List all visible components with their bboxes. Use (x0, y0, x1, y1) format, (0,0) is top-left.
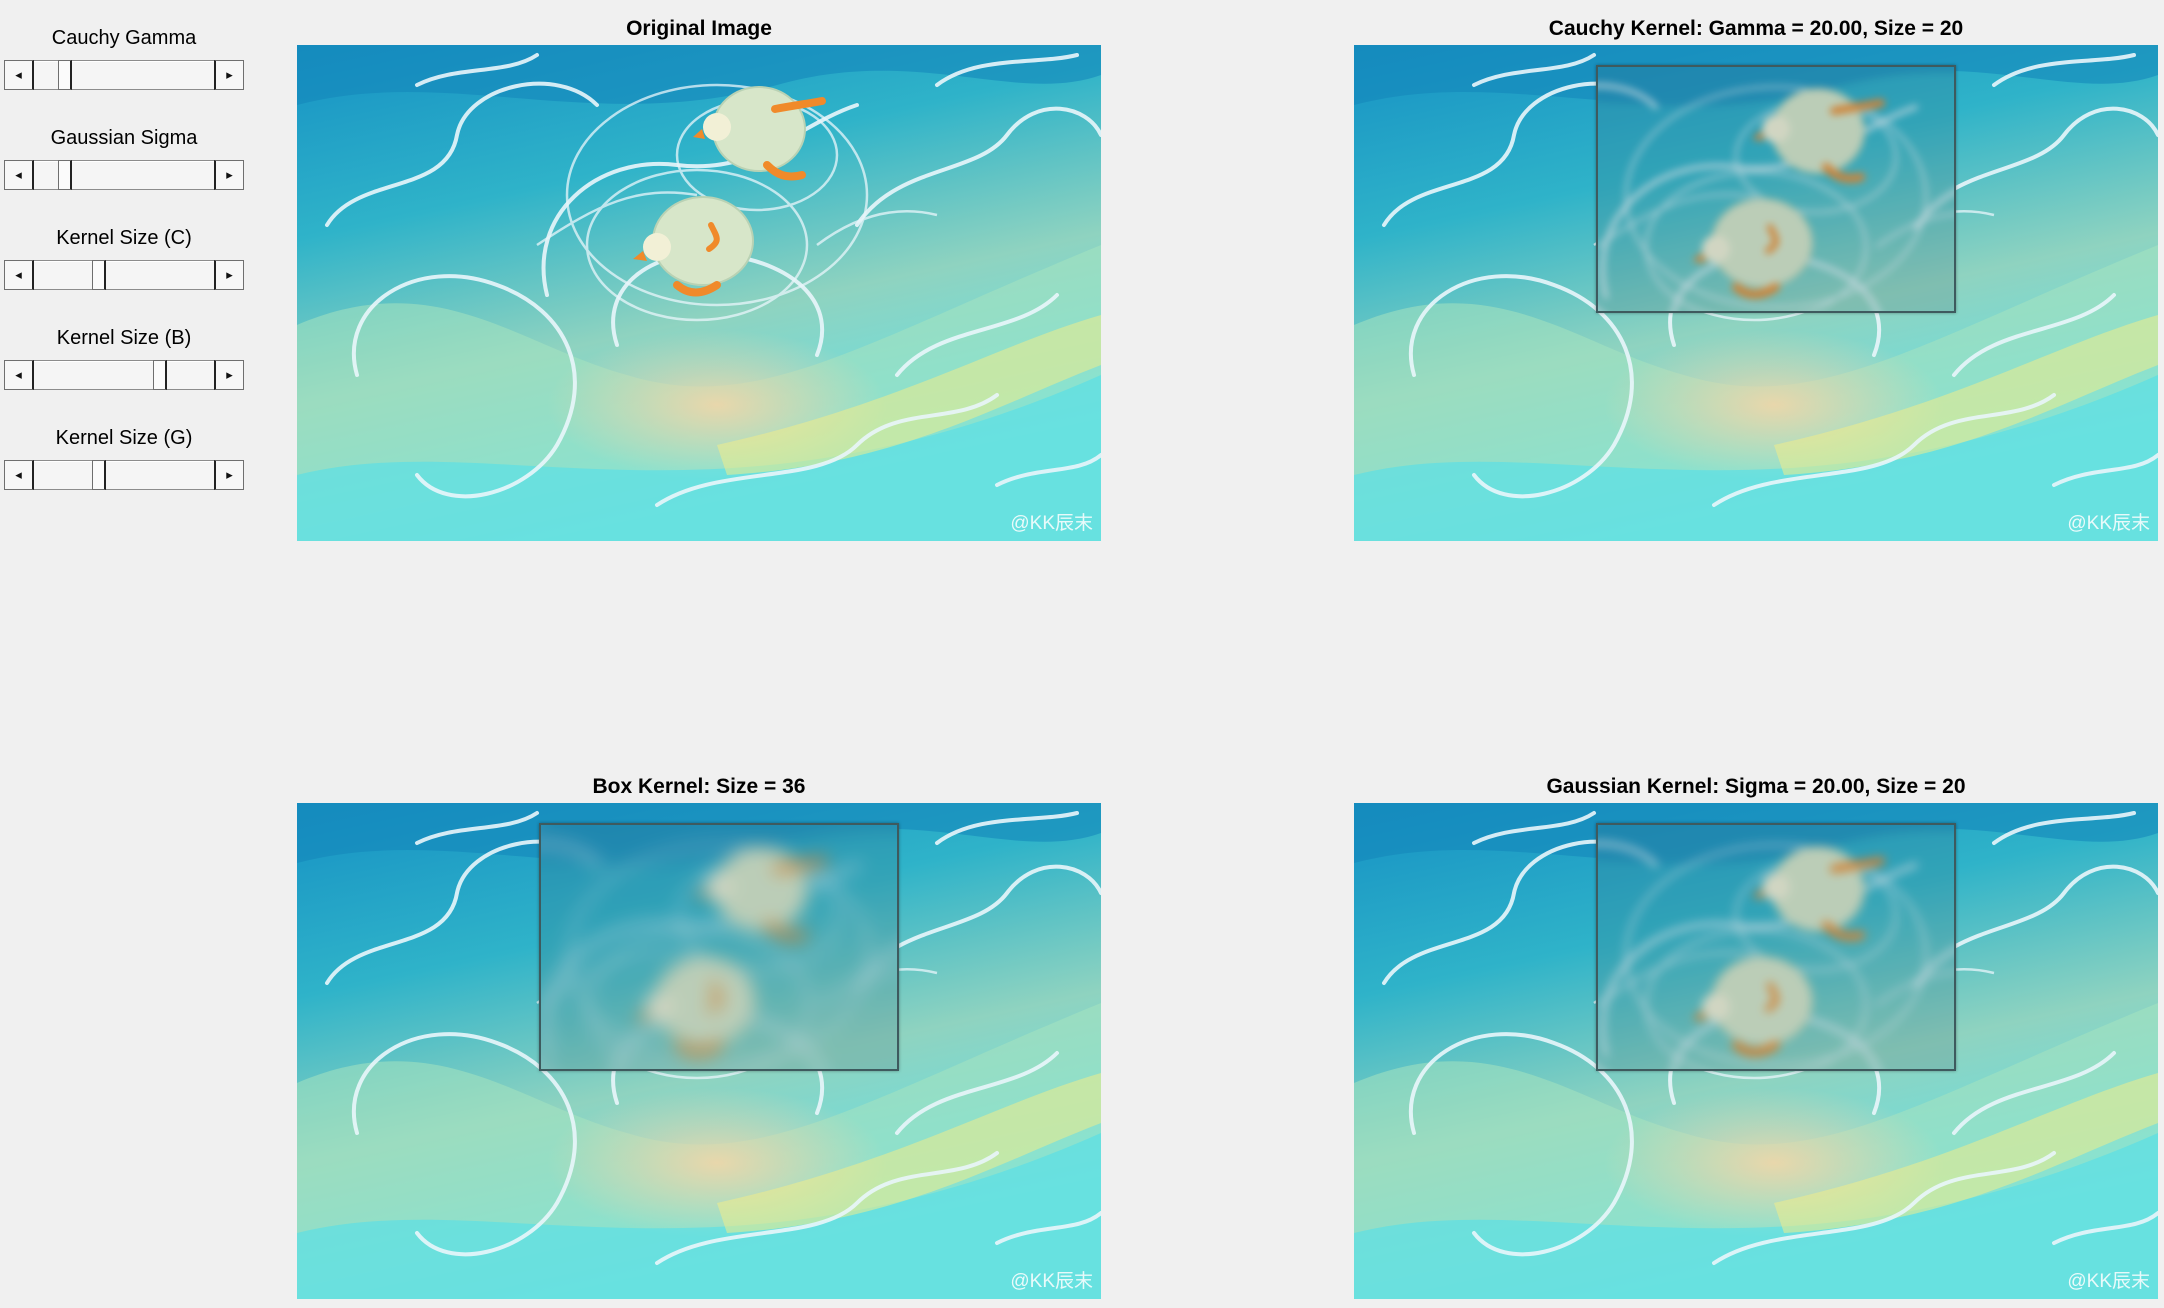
gaussian-filtered-image: @KK辰末 (1354, 803, 2158, 1299)
original-image: @KK辰末 (297, 45, 1101, 541)
slider-track[interactable] (4, 260, 244, 290)
kernel-size-g-label: Kernel Size (G) (55, 427, 193, 449)
watermark-text: @KK辰末 (1010, 513, 1093, 534)
decrement-arrow-icon[interactable]: ◂ (4, 460, 34, 490)
increment-arrow-icon[interactable]: ▸ (214, 60, 244, 90)
panel-title: Gaussian Kernel: Sigma = 20.00, Size = 2… (1546, 775, 1966, 798)
panel-title: Original Image (626, 17, 772, 40)
box-kernel-panel: Box Kernel: Size = 36 (297, 774, 1101, 1299)
decrement-arrow-icon[interactable]: ◂ (4, 260, 34, 290)
cauchy-gamma-label: Cauchy Gamma (51, 27, 197, 49)
duck-upper (1752, 846, 1885, 941)
panel-title: Cauchy Kernel: Gamma = 20.00, Size = 20 (1548, 17, 1964, 40)
increment-arrow-icon[interactable]: ▸ (214, 360, 244, 390)
kernel-size-b-label: Kernel Size (B) (56, 327, 192, 349)
gaussian-sigma-label: Gaussian Sigma (50, 127, 198, 149)
gaussian-sigma-slider[interactable]: ◂ ▸ (4, 160, 244, 190)
watermark-text: @KK辰末 (1010, 1271, 1093, 1292)
slider-thumb[interactable] (91, 460, 106, 490)
increment-arrow-icon[interactable]: ▸ (214, 260, 244, 290)
duck-lower (1692, 956, 1813, 1057)
slider-thumb[interactable] (57, 60, 72, 90)
original-image-panel: Original Image (297, 16, 1101, 541)
slider-thumb[interactable] (91, 260, 106, 290)
duck-upper (693, 86, 826, 181)
scene-illustration (1598, 825, 1954, 1069)
increment-arrow-icon[interactable]: ▸ (214, 460, 244, 490)
controls-panel: Cauchy Gamma ◂ ▸ Gaussian Sigma ◂ ▸ Kern… (0, 0, 250, 500)
duck-upper (1752, 88, 1885, 183)
cauchy-filtered-image: @KK辰末 (1354, 45, 2158, 541)
cauchy-gamma-slider[interactable]: ◂ ▸ (4, 60, 244, 90)
watermark-text: @KK辰末 (2067, 513, 2150, 534)
filtered-region (1596, 65, 1956, 313)
duck-lower (633, 196, 754, 297)
gaussian-kernel-panel: Gaussian Kernel: Sigma = 20.00, Size = 2… (1354, 774, 2158, 1299)
kernel-size-g-slider[interactable]: ◂ ▸ (4, 460, 244, 490)
filtered-region (1596, 823, 1956, 1071)
kernel-size-c-label: Kernel Size (C) (56, 227, 192, 249)
increment-arrow-icon[interactable]: ▸ (214, 160, 244, 190)
slider-thumb[interactable] (57, 160, 72, 190)
watermark-text: @KK辰末 (2067, 1271, 2150, 1292)
cauchy-kernel-panel: Cauchy Kernel: Gamma = 20.00, Size = 20 (1354, 16, 2158, 541)
filtered-region (539, 823, 899, 1071)
scene-illustration (541, 825, 897, 1069)
panel-title: Box Kernel: Size = 36 (592, 775, 806, 798)
slider-track[interactable] (4, 460, 244, 490)
slider-track[interactable] (4, 160, 244, 190)
duck-lower (1692, 198, 1813, 299)
slider-thumb[interactable] (153, 360, 167, 390)
scene-illustration (1598, 67, 1954, 311)
kernel-size-b-slider[interactable]: ◂ ▸ (4, 360, 244, 390)
decrement-arrow-icon[interactable]: ◂ (4, 360, 34, 390)
decrement-arrow-icon[interactable]: ◂ (4, 160, 34, 190)
kernel-size-c-slider[interactable]: ◂ ▸ (4, 260, 244, 290)
duck-lower (635, 956, 756, 1057)
decrement-arrow-icon[interactable]: ◂ (4, 60, 34, 90)
scene-illustration (297, 45, 1101, 541)
duck-upper (695, 846, 828, 941)
box-filtered-image: @KK辰末 (297, 803, 1101, 1299)
